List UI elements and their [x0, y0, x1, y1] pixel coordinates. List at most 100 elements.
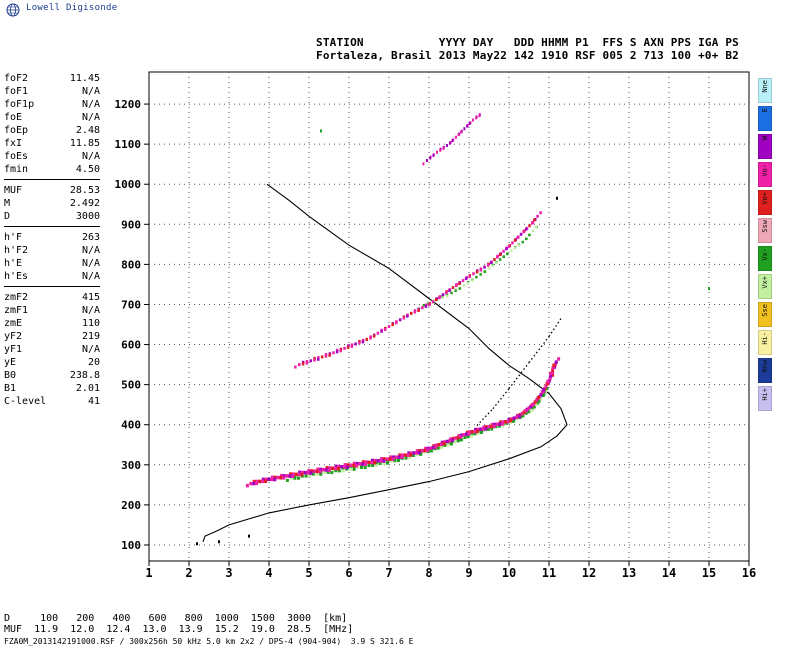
- x-mode-trace-mark: [304, 474, 308, 478]
- legend-label: W: [761, 136, 769, 141]
- x-mode-trace-mark: [473, 432, 477, 436]
- o-mode-trace-mark: [551, 366, 555, 370]
- x-mode-trace-mark: [293, 474, 297, 478]
- o-mode-trace-mark: [280, 473, 283, 478]
- o-mode-trace-mark: [456, 435, 460, 440]
- o-mode-trace-mark: [255, 479, 259, 484]
- param-row: MUF 28.53: [4, 184, 100, 197]
- param-row: foE N/A: [4, 111, 100, 124]
- param-row: yF2 219: [4, 330, 100, 343]
- multihop-trace-mark: [454, 284, 458, 288]
- param-row: M 2.492: [4, 197, 100, 210]
- o-mode-trace-mark: [282, 476, 286, 480]
- o-mode-trace-mark: [361, 460, 365, 464]
- o-mode-trace-mark: [389, 455, 393, 459]
- o-mode-trace-mark: [409, 453, 413, 457]
- x-mode-trace-mark: [532, 405, 536, 409]
- multihop-trace-mark: [398, 318, 402, 322]
- param-row: zmE 110: [4, 317, 100, 330]
- multihop-trace-mark: [298, 363, 301, 367]
- x-mode-trace-mark: [330, 469, 334, 472]
- isolated-echo-point: [218, 540, 220, 544]
- o-mode-trace-mark: [529, 404, 533, 409]
- o-mode-trace-mark: [512, 416, 516, 420]
- multihop-trace-mark: [332, 351, 335, 355]
- x-tick-label: 15: [702, 566, 716, 580]
- o-mode-trace-mark: [309, 471, 313, 475]
- param-row: B0 238.8: [4, 369, 100, 382]
- x-mode-trace-mark: [363, 466, 367, 470]
- multihop-trace-mark: [451, 286, 455, 290]
- legend-label: Hi+: [761, 388, 769, 401]
- multihop-x-trace-mark: [466, 282, 470, 285]
- param-row: zmF1 N/A: [4, 304, 100, 317]
- o-mode-trace-mark: [460, 433, 463, 437]
- x-mode-trace-mark: [429, 449, 433, 453]
- o-mode-trace-mark: [382, 457, 386, 461]
- x-mode-trace-mark: [508, 421, 512, 424]
- param-name: h'E: [4, 258, 23, 269]
- x-mode-trace-mark: [529, 408, 533, 412]
- o-mode-trace-mark: [380, 457, 383, 461]
- o-mode-trace-mark: [324, 468, 328, 472]
- o-mode-trace-mark: [473, 429, 477, 434]
- multihop-trace-mark: [395, 321, 398, 325]
- dotted-trace-segment: [508, 362, 530, 390]
- x-mode-trace-mark: [466, 435, 470, 439]
- o-mode-trace-mark: [270, 475, 274, 480]
- dotted-trace-segment: [476, 408, 494, 426]
- legend-label: Vo+: [761, 192, 769, 205]
- o-mode-trace-mark: [352, 463, 356, 468]
- multihop-trace-mark: [483, 265, 486, 269]
- o-mode-trace-mark: [536, 395, 540, 400]
- triple-hop-trace-mark: [422, 162, 425, 166]
- o-mode-trace-mark: [487, 425, 491, 429]
- o-mode-trace-mark: [373, 460, 377, 465]
- multihop-trace-mark: [406, 314, 409, 318]
- x-mode-trace-mark: [348, 467, 352, 471]
- multihop-trace-mark: [536, 214, 539, 218]
- o-mode-trace-mark: [398, 453, 402, 457]
- triple-hop-trace-mark: [451, 139, 454, 143]
- legend-swatch: Hi-: [758, 330, 772, 355]
- x-mode-trace-mark: [393, 459, 397, 463]
- o-mode-trace-mark: [367, 460, 371, 465]
- file-info-footer: FZA0M_2013142191000.RSF / 300x256h 50 kH…: [4, 637, 414, 646]
- o-mode-trace-mark: [535, 398, 539, 402]
- x-mode-trace-mark: [311, 472, 315, 476]
- param-name: yF2: [4, 331, 23, 342]
- legend-swatch: E: [758, 106, 772, 131]
- o-mode-trace-mark: [412, 451, 416, 455]
- isolated-echo-point: [196, 542, 198, 546]
- multihop-trace-mark: [511, 241, 514, 245]
- o-mode-trace-mark: [431, 445, 435, 450]
- o-mode-trace-mark: [270, 477, 274, 482]
- param-row: foEs N/A: [4, 150, 100, 163]
- x-mode-trace-mark: [456, 439, 460, 443]
- multihop-trace-mark: [335, 350, 339, 354]
- x-mode-trace-mark: [404, 456, 408, 460]
- legend-swatch: Nne: [758, 78, 772, 103]
- o-mode-trace-mark: [493, 422, 497, 427]
- o-mode-trace-mark: [394, 455, 398, 459]
- o-mode-trace-mark: [448, 439, 452, 443]
- o-mode-trace-mark: [355, 461, 359, 466]
- multihop-trace-mark: [301, 362, 305, 366]
- scaled-parameters-panel: foF2 11.45 foF1 N/A foF1p N/A foE N/A foEp 2.48 fx…: [4, 72, 100, 408]
- multihop-x-trace-mark: [471, 279, 474, 282]
- o-mode-trace-mark: [437, 443, 441, 447]
- multihop-trace-mark: [361, 340, 365, 344]
- multihop-x-trace-mark: [462, 284, 466, 287]
- param-name: C-level: [4, 396, 47, 407]
- o-mode-trace-mark: [545, 382, 549, 386]
- multihop-x-trace-mark: [521, 240, 524, 244]
- param-name: B1: [4, 383, 17, 394]
- multihop-x-trace-mark: [483, 270, 487, 273]
- legend-label: Sse: [761, 304, 769, 317]
- x-mode-trace-mark: [527, 410, 531, 414]
- o-mode-trace-mark: [465, 432, 468, 436]
- x-mode-trace-mark: [450, 440, 454, 444]
- o-mode-trace-mark: [364, 462, 368, 466]
- o-mode-trace-mark: [285, 474, 289, 478]
- o-mode-trace-mark: [490, 422, 494, 427]
